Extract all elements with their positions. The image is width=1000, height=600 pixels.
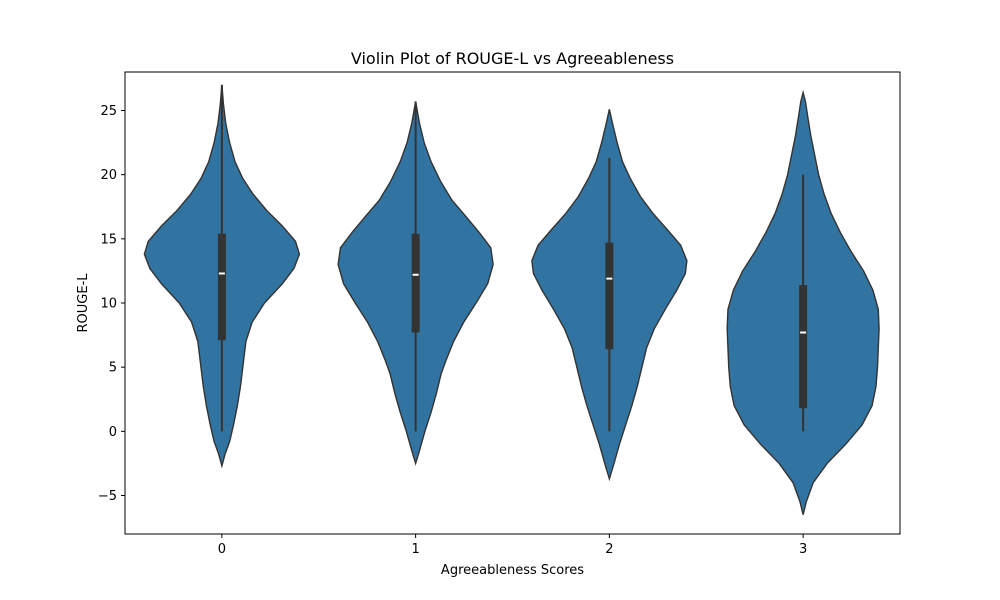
violin-iqr-box-0 xyxy=(217,233,226,341)
violin-0 xyxy=(143,84,301,469)
y-tick-label: 5 xyxy=(109,361,117,376)
chart-title: Violin Plot of ROUGE-L vs Agreeableness xyxy=(351,49,674,68)
y-tick-label: 20 xyxy=(100,168,117,183)
x-axis: 0 1 2 3 xyxy=(218,534,807,557)
y-axis-label: ROUGE-L xyxy=(76,273,91,333)
y-axis: −5 0 5 10 15 20 25 xyxy=(98,104,125,504)
x-tick-label: 3 xyxy=(799,542,807,557)
x-tick-label: 1 xyxy=(411,542,419,557)
violin-2 xyxy=(531,109,688,482)
violin-1 xyxy=(337,101,494,466)
y-tick-label: 15 xyxy=(100,232,117,247)
x-axis-label: Agreeableness Scores xyxy=(441,563,584,578)
violin-iqr-box-1 xyxy=(411,233,420,333)
y-tick-label: 0 xyxy=(109,425,117,440)
violin-iqr-box-2 xyxy=(605,242,614,350)
y-tick-label: 10 xyxy=(100,297,117,312)
violin-3 xyxy=(726,89,880,515)
x-tick-label: 0 xyxy=(218,542,226,557)
y-tick-label: −5 xyxy=(98,489,117,504)
x-tick-label: 2 xyxy=(605,542,613,557)
violin-iqr-box-3 xyxy=(799,285,808,409)
y-tick-label: 25 xyxy=(100,104,117,119)
plot-area xyxy=(143,84,880,515)
